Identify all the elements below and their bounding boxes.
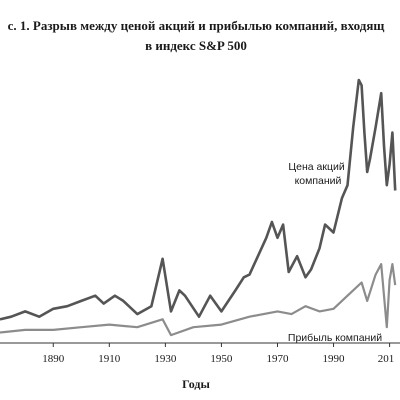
chart-title-line-1: с. 1. Разрыв между ценой акций и прибыль… — [8, 18, 385, 33]
x-axis-ticks: 1890 1910 1930 1950 1970 1990 201 — [42, 343, 394, 365]
chart-title-line-2: в индекс S&P 500 — [145, 38, 247, 53]
x-axis-label: Годы — [182, 377, 210, 391]
price-series-label: Цена акций компаний — [288, 161, 347, 187]
x-tick-label: 1910 — [98, 353, 121, 365]
x-tick-label: 1890 — [42, 353, 65, 365]
earnings-series-label: Прибыль компаний — [288, 332, 382, 344]
x-tick-label: 1950 — [210, 353, 233, 365]
x-tick-label: 1970 — [266, 353, 289, 365]
x-tick-label: 201 — [378, 353, 395, 365]
x-tick-label: 1930 — [154, 353, 177, 365]
price-series-label-line-2: компаний — [295, 175, 342, 187]
series-line-earnings — [0, 263, 397, 337]
price-series-label-line-1: Цена акций — [288, 161, 344, 173]
x-tick-label: 1990 — [323, 353, 346, 365]
series-line-price — [0, 78, 397, 321]
series-layer — [0, 78, 397, 337]
